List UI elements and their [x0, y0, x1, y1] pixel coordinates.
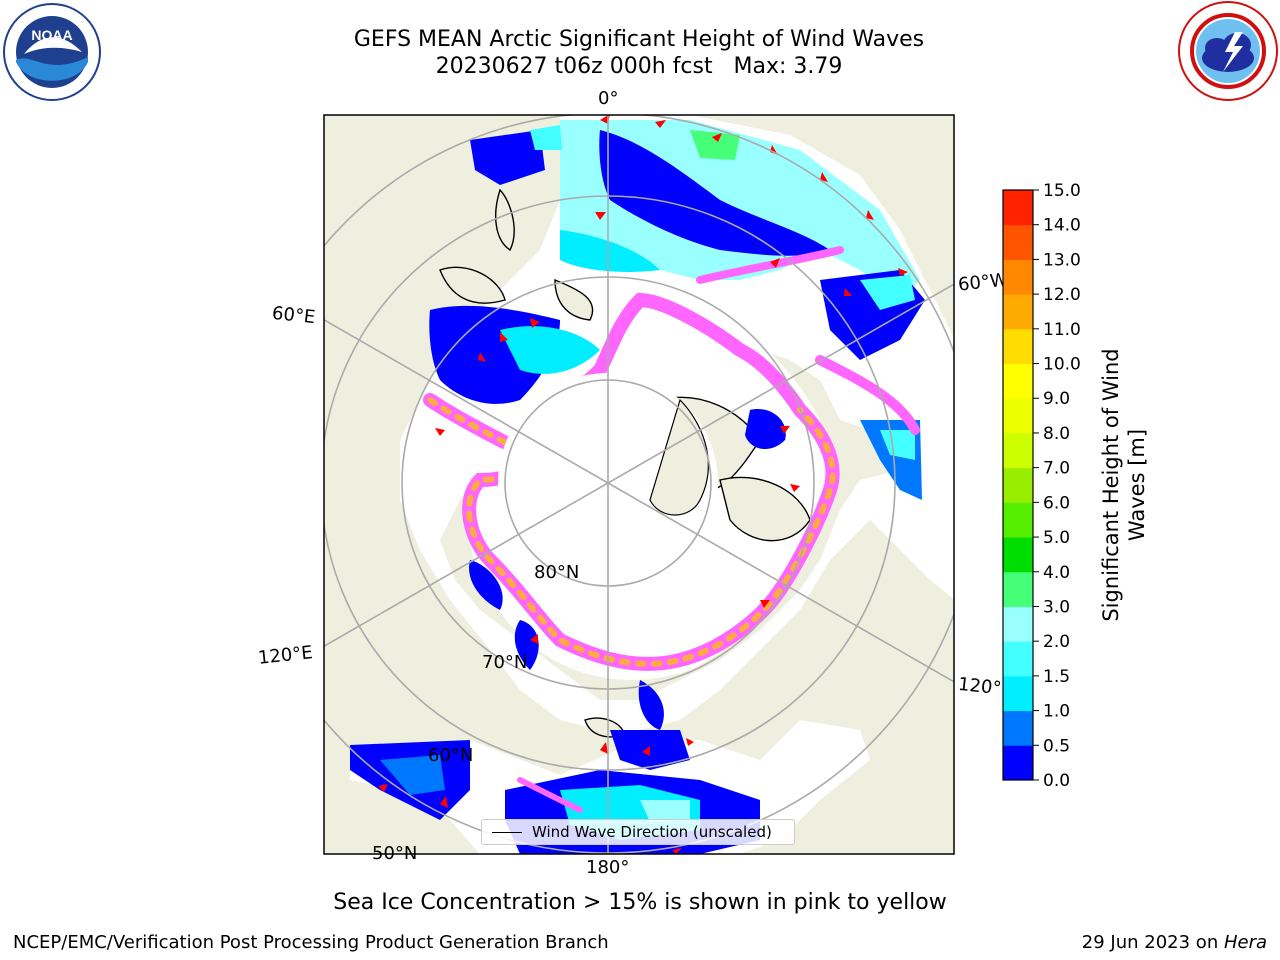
map-legend: Wind Wave Direction (unscaled) [481, 819, 795, 845]
colorbar-band [1003, 537, 1033, 573]
colorbar-band [1003, 467, 1033, 503]
colorbar-band [1003, 432, 1033, 469]
colorbar-tick-label: 0.0 [1043, 771, 1070, 791]
colorbar-band [1003, 641, 1033, 677]
label-60n: 60°N [428, 745, 474, 766]
colorbar-band [1003, 398, 1033, 434]
noaa-logo-text: NOAA [31, 27, 72, 43]
label-0: 0° [598, 88, 619, 109]
label-180: 180° [586, 857, 630, 878]
colorbar-band [1003, 606, 1033, 642]
map-frame [323, 114, 955, 855]
colorbar-tick-label: 13.0 [1043, 250, 1081, 270]
nws-logo [1178, 1, 1278, 101]
colorbar-band [1003, 259, 1033, 295]
colorbar-tick-label: 6.0 [1043, 493, 1070, 513]
chart-title: GEFS MEAN Arctic Significant Height of W… [353, 27, 925, 52]
colorbar-band [1003, 328, 1033, 365]
footer-host: Hera [1223, 932, 1267, 953]
colorbar-tick-label: 14.0 [1043, 216, 1081, 236]
colorbar-title: Significant Height of Wind Waves [m] [1098, 335, 1150, 635]
noaa-logo: NOAA [3, 3, 101, 101]
footer-date-text: 29 Jun 2023 on [1081, 932, 1224, 953]
colorbar-band [1003, 675, 1033, 712]
colorbar-tick-label: 12.0 [1043, 285, 1081, 305]
graticule [324, 115, 954, 854]
label-70n: 70°N [482, 652, 528, 673]
legend-line-swatch [492, 832, 522, 833]
legend-label: Wind Wave Direction (unscaled) [532, 823, 772, 841]
footer-date: 29 Jun 2023 on Hera [1082, 932, 1267, 953]
meridian-120e-60w [324, 283, 954, 648]
colorbar-tick-label: 5.0 [1043, 528, 1070, 548]
colorbar-tick-label: 8.0 [1043, 424, 1070, 444]
colorbar-band [1003, 190, 1033, 226]
label-60e: 60°E [271, 302, 317, 329]
colorbar-tick-label: 10.0 [1043, 355, 1081, 375]
wind-wave-arrows [378, 115, 908, 854]
colorbar-band [1003, 571, 1033, 607]
colorbar-tick-label: 1.0 [1043, 702, 1070, 722]
chart-subtitle: 20230627 t06z 000h fcst Max: 3.79 [435, 54, 843, 79]
colorbar-tick-label: 15.0 [1043, 181, 1081, 201]
colorbar-tick-label: 7.0 [1043, 459, 1070, 479]
colorbar-band [1003, 224, 1033, 260]
colorbar-band [1003, 745, 1033, 781]
colorbar-title-line1: Significant Height of Wind [1099, 348, 1123, 622]
colorbar-tick-label: 11.0 [1043, 320, 1081, 340]
colorbar-title-line2: Waves [m] [1125, 428, 1149, 542]
footer-credit: NCEP/EMC/Verification Post Processing Pr… [13, 932, 609, 953]
colorbar-band [1003, 363, 1033, 399]
colorbar-tick-label: 9.0 [1043, 389, 1070, 409]
label-50n: 50°N [372, 843, 418, 864]
colorbar-tick-label: 3.0 [1043, 597, 1070, 617]
colorbar-tick-label: 4.0 [1043, 563, 1070, 583]
colorbar-frame [1002, 189, 1034, 781]
label-80n: 80°N [534, 562, 580, 583]
colorbar-tick-label: 1.5 [1043, 667, 1070, 687]
colorbar-tick-label: 2.0 [1043, 632, 1070, 652]
colorbar-band [1003, 502, 1033, 538]
sea-ice-note: Sea Ice Concentration > 15% is shown in … [333, 890, 947, 915]
colorbar-band [1003, 710, 1033, 746]
colorbar-tick-label: 0.5 [1043, 736, 1070, 756]
colorbar-band [1003, 294, 1033, 330]
colorbar: 0.0 0.5 1.0 1.5 2.0 3.0 4.0 5.0 6.0 7.0 8.0 9.0 10.0… [1002, 181, 1081, 791]
